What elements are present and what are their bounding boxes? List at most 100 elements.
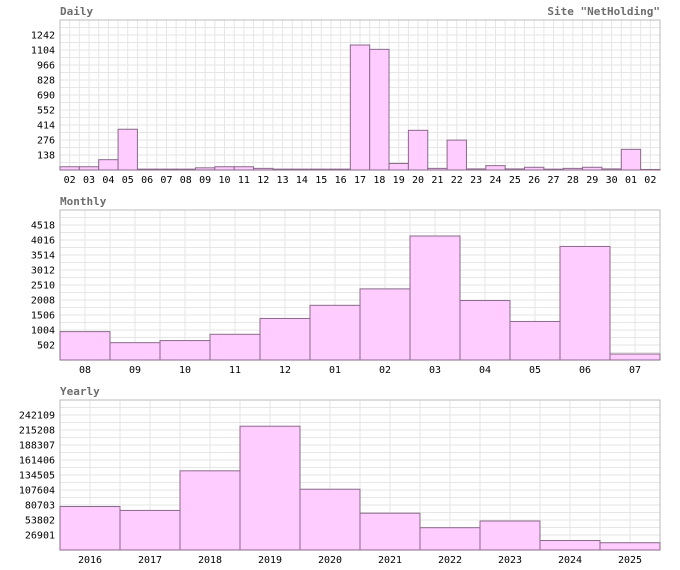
yearly-bar-2023 [479,520,541,551]
monthly-xtick-label: 05 [529,365,541,376]
daily-xtick-label: 09 [199,175,211,186]
daily-xtick-label: 29 [586,175,598,186]
daily-bar-17 [349,44,371,171]
monthly-xtick-label: 08 [79,365,91,376]
daily-xtick-label: 11 [238,175,250,186]
daily-bar-13 [272,168,293,171]
yearly-ytick-label: 242109 [19,411,55,422]
daily-xtick-label: 24 [489,175,501,186]
monthly-bar-05 [509,320,561,361]
yearly-ytick-label: 53802 [25,516,55,527]
daily-xtick-label: 03 [83,175,95,186]
daily-bar-02 [640,168,661,171]
monthly-bar-09 [109,342,161,361]
daily-bar-09 [194,167,216,171]
yearly-bar-2019 [239,425,301,551]
daily-bar-10 [214,166,235,171]
daily-chart-title: Daily [60,5,93,18]
yearly-bar-2017 [119,509,181,551]
daily-ytick-label: 690 [37,91,55,102]
daily-bar-23 [465,168,487,171]
daily-bar-08 [175,168,196,171]
daily-ytick-label: 1104 [31,46,55,57]
daily-xtick-label: 16 [335,175,347,186]
monthly-bar-03 [409,235,461,361]
yearly-xtick-label: 2019 [258,555,282,566]
yearly-xtick-label: 2020 [318,555,342,566]
monthly-ytick-label: 4518 [31,221,55,232]
daily-bar-01 [620,148,642,171]
yearly-bar-2016 [59,506,121,551]
daily-bar-26 [524,166,545,171]
daily-xtick-label: 28 [567,175,579,186]
daily-xtick-label: 21 [431,175,443,186]
daily-bar-15 [311,168,332,171]
daily-bar-22 [446,139,467,171]
monthly-bar-10 [159,340,211,361]
yearly-ytick-label: 107604 [19,486,55,497]
monthly-ytick-label: 1506 [31,311,55,322]
yearly-bar-2021 [359,512,421,551]
daily-bar-05 [117,128,138,171]
daily-xtick-label: 05 [122,175,134,186]
daily-bar-24 [485,165,506,171]
monthly-bar-02 [359,288,411,361]
daily-xtick-label: 17 [354,175,366,186]
monthly-ytick-label: 1004 [31,326,55,337]
yearly-xtick-label: 2025 [618,555,642,566]
monthly-xtick-label: 03 [429,365,441,376]
yearly-ytick-label: 80703 [25,501,55,512]
daily-xtick-label: 13 [277,175,289,186]
daily-xtick-label: 23 [470,175,482,186]
yearly-bar-2018 [179,470,241,551]
yearly-ytick-label: 161406 [19,456,55,467]
yearly-xtick-label: 2016 [78,555,102,566]
monthly-bar-01 [309,304,361,361]
yearly-xtick-label: 2024 [558,555,582,566]
daily-xtick-label: 01 [625,175,637,186]
monthly-ytick-label: 502 [37,341,55,352]
daily-bar-04 [98,159,119,171]
monthly-chart-title: Monthly [60,195,107,208]
daily-xtick-label: 04 [102,175,114,186]
daily-bar-29 [582,166,603,171]
daily-xtick-label: 15 [315,175,327,186]
daily-bar-02 [59,166,80,171]
yearly-ytick-label: 188307 [19,441,55,452]
yearly-chart-title: Yearly [60,385,100,398]
yearly-ytick-label: 215208 [19,426,55,437]
monthly-xtick-label: 12 [279,365,291,376]
daily-ytick-label: 1242 [31,31,55,42]
daily-bar-12 [253,167,274,171]
daily-ytick-label: 966 [37,61,55,72]
daily-bar-25 [504,168,526,171]
daily-xtick-label: 06 [141,175,153,186]
daily-bar-20 [407,129,429,171]
monthly-xtick-label: 10 [179,365,191,376]
daily-xtick-label: 14 [296,175,308,186]
daily-ytick-label: 828 [37,76,55,87]
yearly-bar-2025 [599,542,661,551]
monthly-ytick-label: 2008 [31,296,55,307]
yearly-xtick-label: 2023 [498,555,522,566]
daily-bar-30 [601,168,622,171]
daily-bar-18 [369,48,390,171]
daily-xtick-label: 26 [528,175,540,186]
yearly-xtick-label: 2022 [438,555,462,566]
monthly-xtick-label: 07 [629,365,641,376]
daily-bar-28 [562,167,584,171]
daily-xtick-label: 02 [64,175,76,186]
monthly-bar-04 [459,300,511,361]
monthly-xtick-label: 02 [379,365,391,376]
daily-xtick-label: 20 [412,175,424,186]
daily-bar-16 [330,168,351,171]
daily-xtick-label: 18 [373,175,385,186]
yearly-ytick-label: 26901 [25,531,55,542]
monthly-xtick-label: 09 [129,365,141,376]
monthly-ytick-label: 3514 [31,251,55,262]
daily-xtick-label: 30 [606,175,618,186]
monthly-ytick-label: 3012 [31,266,55,277]
yearly-xtick-label: 2017 [138,555,162,566]
daily-bar-19 [388,162,409,171]
